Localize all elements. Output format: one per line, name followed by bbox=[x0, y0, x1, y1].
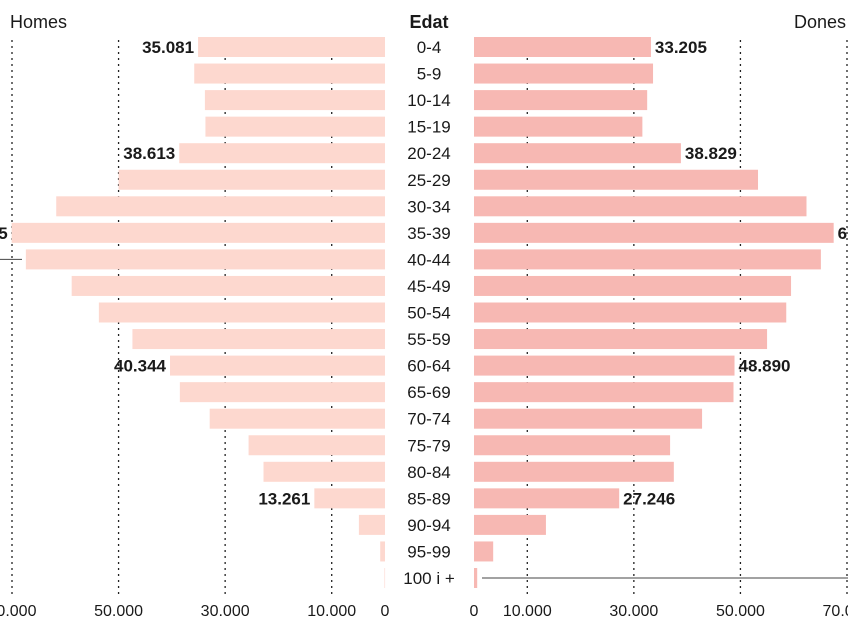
bar-dones-0-4 bbox=[474, 37, 651, 57]
bars bbox=[11, 37, 834, 588]
bar-homes-10-14 bbox=[204, 90, 385, 111]
tick-label-homes: 10.000 bbox=[307, 603, 356, 619]
axis: 0 0 10.000 10.000 30.000 30.000 50.000 50.000 70… bbox=[0, 258, 848, 619]
bar-homes-75-79 bbox=[248, 435, 385, 456]
bar-homes-5-9 bbox=[194, 63, 385, 84]
age-label: 35-39 bbox=[407, 224, 450, 243]
value-label-homes: 13.261 bbox=[258, 489, 310, 508]
tick-label-dones: 0 bbox=[470, 603, 479, 619]
age-label: 25-29 bbox=[407, 171, 450, 190]
value-label-dones: 27.246 bbox=[623, 489, 675, 508]
value-label-homes: 35.081 bbox=[142, 38, 194, 57]
bar-homes-100 i + bbox=[384, 568, 386, 588]
age-label: 10-14 bbox=[407, 91, 450, 110]
bar-homes-20-24 bbox=[179, 143, 385, 164]
age-label: 60-64 bbox=[407, 357, 450, 376]
age-label: 30-34 bbox=[407, 197, 450, 216]
header-edat: Edat bbox=[409, 12, 448, 32]
value-label-homes: 40.344 bbox=[114, 357, 167, 376]
bar-dones-90-94 bbox=[474, 514, 546, 535]
tick-label-dones: 70.000 bbox=[823, 603, 848, 619]
bar-dones-5-9 bbox=[474, 63, 654, 84]
bar-homes-0-4 bbox=[198, 37, 385, 57]
age-label: 85-89 bbox=[407, 489, 450, 508]
bar-dones-35-39 bbox=[474, 222, 834, 243]
age-label: 0-4 bbox=[417, 38, 442, 57]
bar-homes-25-29 bbox=[118, 169, 386, 190]
header-homes: Homes bbox=[10, 12, 67, 32]
bar-dones-70-74 bbox=[474, 408, 703, 429]
bar-dones-95-99 bbox=[474, 541, 494, 562]
value-label-dones: 38.829 bbox=[685, 144, 737, 163]
bar-dones-15-19 bbox=[474, 116, 643, 137]
bar-dones-65-69 bbox=[474, 382, 734, 403]
bar-homes-95-99 bbox=[380, 541, 385, 562]
age-label: 80-84 bbox=[407, 463, 450, 482]
tick-label-dones: 10.000 bbox=[503, 603, 552, 619]
bar-homes-15-19 bbox=[205, 116, 385, 137]
age-label: 20-24 bbox=[407, 144, 450, 163]
bar-dones-100 i + bbox=[474, 568, 478, 588]
bar-homes-30-34 bbox=[56, 196, 385, 217]
bar-dones-25-29 bbox=[474, 169, 759, 190]
age-label: 15-19 bbox=[407, 118, 450, 137]
bar-dones-75-79 bbox=[474, 435, 671, 456]
bar-dones-55-59 bbox=[474, 329, 768, 350]
tick-label-dones: 30.000 bbox=[609, 603, 658, 619]
bar-dones-60-64 bbox=[474, 355, 735, 376]
bar-dones-20-24 bbox=[474, 143, 681, 164]
bar-dones-10-14 bbox=[474, 90, 648, 111]
bar-homes-45-49 bbox=[71, 275, 386, 296]
bar-dones-30-34 bbox=[474, 196, 807, 217]
age-label: 45-49 bbox=[407, 277, 450, 296]
age-label: 90-94 bbox=[407, 516, 450, 535]
value-label-homes: 38.613 bbox=[123, 144, 175, 163]
tick-label-homes: 0 bbox=[381, 603, 390, 619]
bar-homes-40-44 bbox=[25, 249, 386, 270]
age-label: 40-44 bbox=[407, 250, 450, 269]
bar-dones-40-44 bbox=[474, 249, 821, 270]
value-label-homes: 70.065 bbox=[0, 224, 8, 243]
value-label-dones: 33.205 bbox=[655, 38, 707, 57]
bar-dones-80-84 bbox=[474, 461, 674, 482]
age-label: 5-9 bbox=[417, 65, 442, 84]
bar-homes-80-84 bbox=[263, 461, 385, 482]
age-label: 55-59 bbox=[407, 330, 450, 349]
bar-homes-50-54 bbox=[98, 302, 385, 323]
bar-homes-90-94 bbox=[358, 514, 385, 535]
age-label: 75-79 bbox=[407, 436, 450, 455]
bar-homes-60-64 bbox=[170, 355, 385, 376]
bar-dones-50-54 bbox=[474, 302, 787, 323]
tick-label-dones: 50.000 bbox=[716, 603, 765, 619]
value-label-dones: 48.890 bbox=[739, 357, 791, 376]
bar-homes-35-39 bbox=[11, 222, 385, 243]
age-label: 50-54 bbox=[407, 304, 450, 323]
age-label: 70-74 bbox=[407, 410, 450, 429]
bar-homes-55-59 bbox=[132, 329, 385, 350]
bar-dones-85-89 bbox=[474, 488, 620, 509]
value-label-dones: 67.500 bbox=[838, 224, 848, 243]
age-label: 95-99 bbox=[407, 542, 450, 561]
header-dones: Dones bbox=[794, 12, 846, 32]
age-label: 65-69 bbox=[407, 383, 450, 402]
bar-homes-65-69 bbox=[179, 382, 385, 403]
tick-label-homes: 30.000 bbox=[201, 603, 250, 619]
bar-homes-70-74 bbox=[209, 408, 385, 429]
bar-homes-85-89 bbox=[314, 488, 385, 509]
tick-label-homes: 50.000 bbox=[94, 603, 143, 619]
bar-dones-45-49 bbox=[474, 275, 792, 296]
age-label: 100 i + bbox=[403, 569, 455, 588]
value-labels: 0-4 5-9 10-14 15-19 20-24 25-29 30-34 35-39 40-4… bbox=[0, 38, 848, 588]
tick-label-homes: 70.000 bbox=[0, 603, 37, 619]
